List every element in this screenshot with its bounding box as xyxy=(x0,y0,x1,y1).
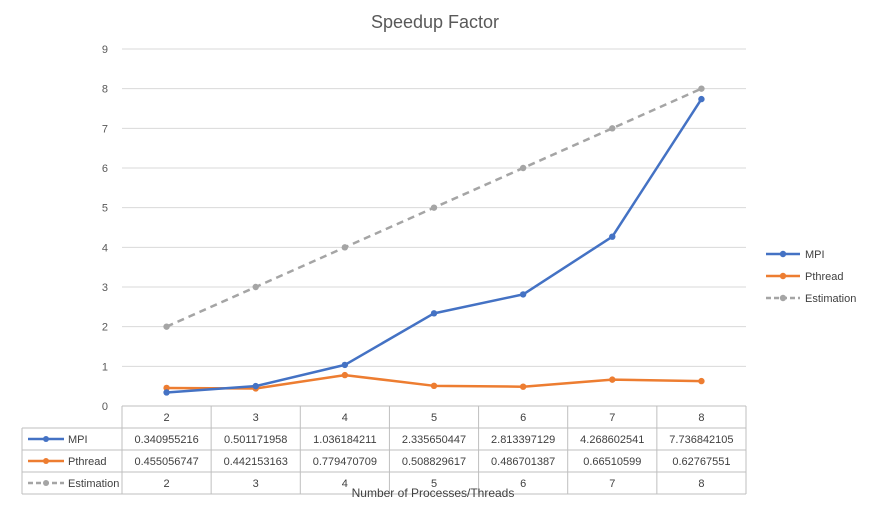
data-point xyxy=(163,323,170,330)
table-cell-value: 1.036184211 xyxy=(313,434,376,446)
table-cell-value: 5 xyxy=(431,478,437,490)
data-point xyxy=(252,283,259,291)
x-tick-label: 7 xyxy=(609,412,615,424)
table-cell-value: 0.455056747 xyxy=(134,456,198,468)
data-table: 2 3 4 5 6 7 8 MPI 0.340955216 0.501171958 1.036184… xyxy=(21,405,747,495)
table-cell-value: 0.66510599 xyxy=(583,456,641,468)
data-point xyxy=(519,164,527,172)
legend-key-marker xyxy=(779,272,787,280)
x-tick-label: 2 xyxy=(164,412,170,424)
x-tick-label: 5 xyxy=(431,412,437,424)
legend-label: Estimation xyxy=(805,293,856,305)
data-point xyxy=(519,383,527,390)
table-cell-value: 6 xyxy=(520,478,526,490)
table-legend-key-marker xyxy=(43,480,49,486)
table-legend-key-marker xyxy=(43,436,49,442)
data-point xyxy=(698,85,705,92)
data-point xyxy=(252,382,259,390)
table-cell-value: 0.508829617 xyxy=(402,456,466,468)
table-cell-value: 7.736842105 xyxy=(669,434,733,446)
table-cell-value: 4.268602541 xyxy=(580,434,644,446)
legend-label: MPI xyxy=(805,249,825,261)
y-tick-label: 6 xyxy=(102,163,108,175)
y-tick-label: 8 xyxy=(102,84,108,96)
data-point xyxy=(609,125,616,132)
data-point xyxy=(698,95,705,103)
y-axis-ticks: 0 1 2 3 4 5 6 7 8 9 xyxy=(102,44,108,413)
data-point xyxy=(609,376,616,383)
data-point xyxy=(430,310,438,317)
table-series-name: MPI xyxy=(68,434,88,446)
table-cell-value: 2.335650447 xyxy=(402,434,466,446)
legend: MPI Pthread Estimation xyxy=(766,249,856,305)
table-cell-value: 0.779470709 xyxy=(313,456,377,468)
series-lines xyxy=(163,85,705,396)
table-legend-key-marker xyxy=(43,458,49,464)
data-point xyxy=(609,233,616,240)
table-series-name: Estimation xyxy=(68,478,119,490)
data-point xyxy=(341,244,349,251)
table-cell-value: 4 xyxy=(342,478,348,490)
table-cell-value: 0.442153163 xyxy=(224,456,288,468)
series-line-mpi xyxy=(166,98,703,394)
y-tick-label: 0 xyxy=(102,401,108,413)
x-axis-label: Number of Processes/Threads xyxy=(352,486,515,500)
legend-key-marker xyxy=(779,294,787,302)
legend-label: Pthread xyxy=(805,271,844,283)
x-tick-label: 6 xyxy=(520,412,526,424)
data-point xyxy=(163,384,170,392)
data-point xyxy=(341,361,349,369)
data-point xyxy=(163,389,170,396)
x-tick-label: 4 xyxy=(342,412,348,424)
table-cell-value: 0.486701387 xyxy=(491,456,555,468)
data-point xyxy=(430,204,438,211)
data-point xyxy=(341,371,349,379)
y-tick-label: 7 xyxy=(102,123,108,135)
table-cell-value: 0.62767551 xyxy=(672,456,730,468)
table-cell-value: 8 xyxy=(698,478,704,490)
y-tick-label: 9 xyxy=(102,44,108,56)
y-tick-label: 4 xyxy=(102,242,108,254)
data-point xyxy=(519,291,527,298)
x-tick-label: 8 xyxy=(698,412,704,424)
y-tick-label: 1 xyxy=(102,361,108,373)
table-cell-value: 7 xyxy=(609,478,615,490)
data-point xyxy=(430,382,438,390)
table-cell-value: 2 xyxy=(164,478,170,490)
table-cell-value: 2.813397129 xyxy=(491,434,555,446)
table-cell-value: 0.501171958 xyxy=(224,434,287,446)
data-point xyxy=(698,377,705,385)
y-tick-label: 2 xyxy=(102,322,108,334)
y-tick-label: 3 xyxy=(102,282,108,294)
table-cell-value: 0.340955216 xyxy=(134,434,198,446)
x-tick-label: 3 xyxy=(253,412,259,424)
legend-key-marker xyxy=(779,250,787,258)
table-cell-value: 3 xyxy=(253,478,259,490)
table-series-name: Pthread xyxy=(68,456,107,468)
y-tick-label: 5 xyxy=(102,203,108,215)
chart-title: Speedup Factor xyxy=(371,12,499,32)
